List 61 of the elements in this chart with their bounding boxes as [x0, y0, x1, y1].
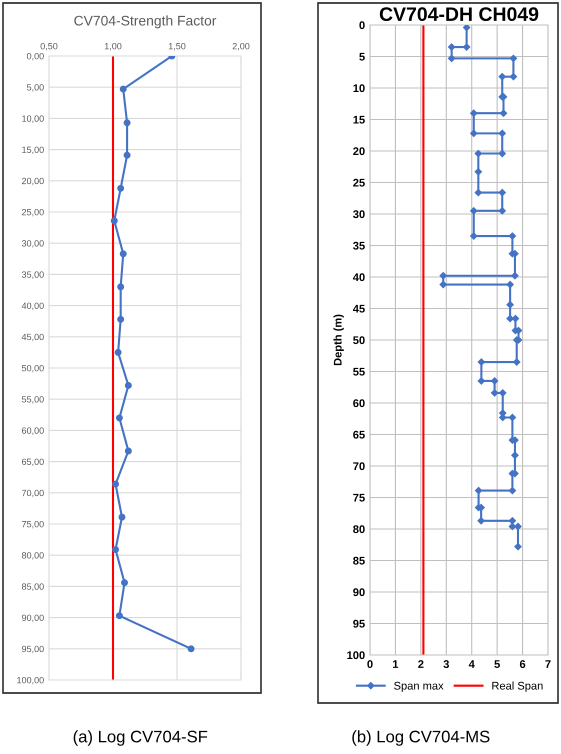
x-tick-label: 1,50 — [168, 42, 186, 50]
x-tick-label: 2,00 — [232, 42, 250, 50]
legend-label: Real Span — [492, 681, 543, 692]
x-tick-label: 2 — [418, 660, 424, 668]
y-tick-label: 75,00 — [22, 520, 44, 528]
y-tick-label: 75 — [353, 494, 365, 502]
y-tick-label: 70 — [353, 462, 365, 470]
y-tick-label: 65 — [353, 430, 365, 439]
y-tick-label: 25,00 — [22, 208, 44, 216]
y-tick-label: 80,00 — [22, 552, 44, 560]
y-tick-label: 15,00 — [22, 146, 44, 154]
y-tick-label: 55,00 — [22, 396, 44, 404]
y-tick-label: 45 — [352, 304, 365, 313]
y-tick-label: 0,00 — [26, 52, 44, 60]
x-tick-label: 4 — [468, 660, 475, 668]
y-tick-label: 30,00 — [22, 240, 44, 248]
x-tick-label: 5 — [494, 660, 500, 668]
y-tick-label: 35 — [353, 242, 365, 250]
y-tick-label: 55 — [353, 368, 365, 376]
y-tick-label: 85 — [353, 556, 365, 565]
y-tick-label: 90,00 — [22, 614, 44, 622]
y-tick-label: 0 — [359, 21, 365, 30]
y-tick-label: 95 — [353, 620, 365, 628]
y-tick-label: 5 — [359, 52, 365, 61]
x-tick-label: 1,00 — [104, 42, 122, 50]
y-tick-label: 10,00 — [22, 115, 44, 123]
y-tick-label: 40,00 — [22, 302, 44, 310]
y-tick-label: 5,00 — [26, 84, 44, 92]
x-tick-label: 6 — [520, 660, 526, 668]
y-tick-label: 45,00 — [22, 334, 44, 342]
y-tick-label: 35,00 — [22, 271, 44, 279]
y-tick-label: 25 — [353, 178, 365, 187]
y-tick-label: 15 — [353, 116, 365, 124]
text: (a) Log CV704-SF — [74, 730, 208, 746]
x-tick-label: 7 — [545, 660, 551, 668]
y-tick-label: 100 — [347, 651, 365, 660]
y-tick-label: 85,00 — [22, 583, 44, 591]
x-tick-label: 0 — [367, 660, 373, 668]
y-tick-label: 60 — [353, 399, 365, 408]
y-tick-label: 50 — [353, 336, 365, 344]
y-tick-label: 100,00 — [17, 676, 44, 684]
x-tick-label: 3 — [443, 660, 449, 668]
x-tick-label: 0,50 — [40, 42, 58, 50]
y-tick-label: 50,00 — [22, 364, 44, 372]
y-tick-label: 70,00 — [22, 490, 44, 498]
chart-title: CV704-Strength Factor — [74, 15, 216, 28]
text: (b) Log CV704-MS — [352, 730, 490, 746]
x-tick-label: 1 — [393, 660, 398, 668]
y-tick-label: 20 — [353, 147, 365, 156]
y-tick-label: 80 — [353, 525, 365, 534]
y-tick-label: 65,00 — [22, 458, 44, 466]
y-tick-label: 40 — [352, 273, 365, 282]
legend-label: Span max — [394, 682, 444, 692]
y-tick-label: 95,00 — [22, 646, 44, 654]
y-tick-label: 20,00 — [22, 178, 44, 186]
chart-title: CV704-DH CH049 — [380, 7, 538, 22]
y-axis-title: Depth (m) — [333, 314, 344, 366]
y-tick-label: 30 — [353, 210, 365, 218]
y-tick-label: 90 — [353, 588, 365, 596]
y-tick-label: 10 — [353, 84, 365, 92]
y-tick-label: 60,00 — [22, 427, 44, 435]
